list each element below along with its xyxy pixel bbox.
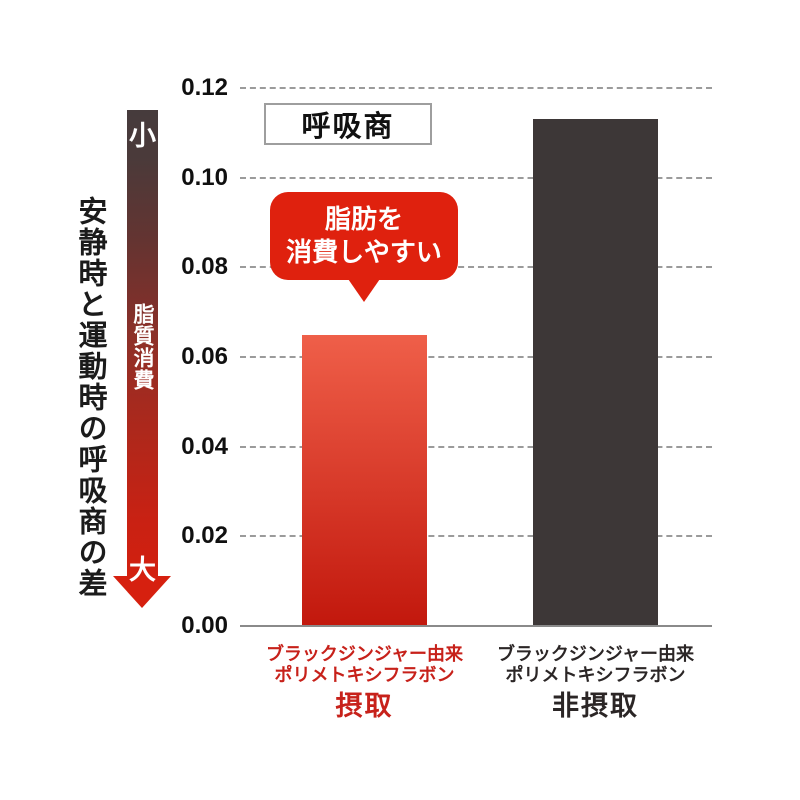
arrow-bottom-label: 大: [129, 555, 156, 585]
bar-intake: [302, 334, 427, 625]
y-axis-tick-label: 0.12: [181, 74, 228, 101]
chart-title-box: 呼吸商: [264, 103, 432, 145]
bar-label-emphasis: 非摂取: [552, 691, 639, 721]
y-axis-tick-label: 0.06: [181, 343, 228, 370]
y-gridline: [240, 445, 712, 448]
gradient-arrow-shaft: [127, 110, 158, 577]
bar-no-intake: [533, 119, 658, 625]
y-axis-tick-label: 0.10: [181, 163, 228, 191]
y-axis-tick-label: 0.08: [181, 253, 228, 281]
annotation-line1: 脂肪を: [324, 204, 403, 234]
y-gridline: [240, 266, 712, 269]
y-gridline: [240, 87, 712, 89]
x-axis-line: [240, 625, 712, 627]
bar-category-label: ブラックジンジャー由来 ポリメトキシフラボン非摂取: [466, 644, 726, 721]
arrow-top-label: 小: [129, 121, 156, 151]
y-axis-tick-label: 0.04: [181, 432, 228, 460]
bar-label-line2: ポリメトキシフラボン: [274, 665, 455, 685]
y-gridline: [240, 176, 712, 179]
y-gridline: [240, 356, 712, 358]
arrow-shaft-label: 脂質消費: [131, 303, 154, 391]
annotation-line2: 消費しやすい: [286, 237, 442, 267]
annotation-bubble: 脂肪を 消費しやすい: [270, 192, 458, 280]
bar-category-label: ブラックジンジャー由来 ポリメトキシフラボン摂取: [235, 644, 495, 721]
bar-label-emphasis: 摂取: [335, 691, 394, 721]
bar-label-line2: ポリメトキシフラボン: [505, 665, 686, 685]
y-axis-tick-label: 0.00: [181, 612, 228, 639]
y-axis-tick-label: 0.02: [181, 522, 228, 550]
gradient-arrow-head-icon: [113, 576, 171, 608]
y-gridline: [240, 535, 712, 538]
left-vertical-caption: 安静時と運動時の呼吸商の差: [74, 196, 106, 599]
annotation-bubble-tail-icon: [346, 276, 382, 302]
bar-label-line1: ブラックジンジャー由来: [265, 644, 464, 664]
bar-label-line1: ブラックジンジャー由来: [496, 644, 695, 664]
